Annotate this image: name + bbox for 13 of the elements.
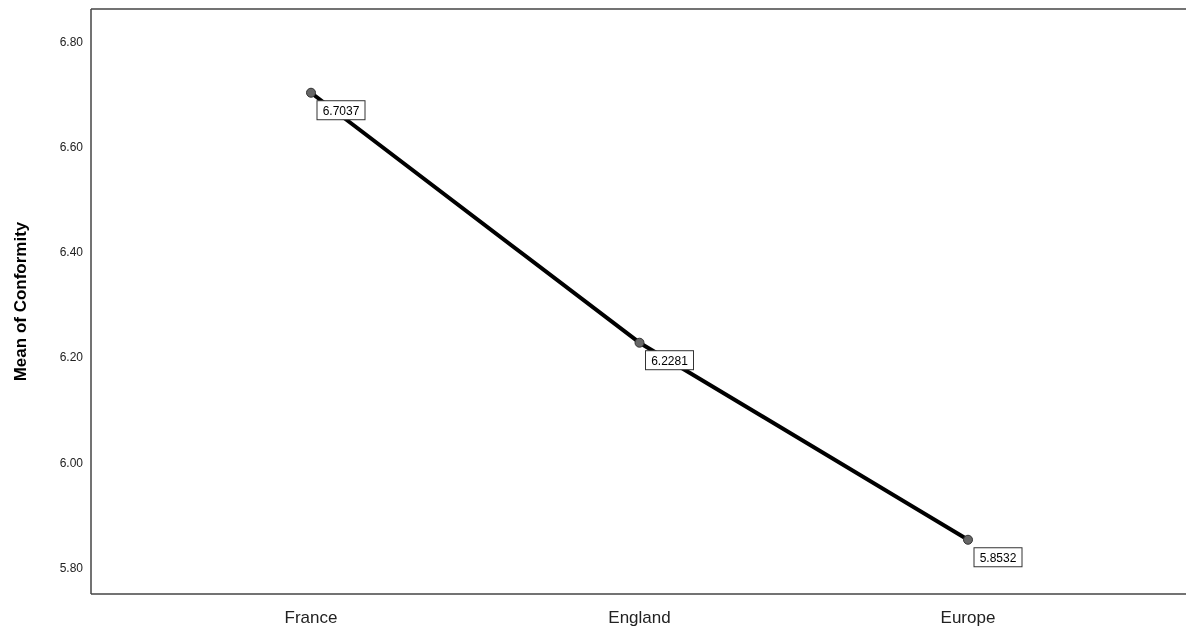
x-tick-label: Europe (940, 608, 996, 627)
y-tick-label: 6.40 (59, 245, 84, 260)
data-label: 5.8532 (979, 550, 1017, 565)
y-tick-label: 6.00 (59, 455, 84, 470)
data-label: 6.2281 (651, 353, 689, 368)
y-axis-title: Mean of Conformity (11, 221, 30, 382)
y-tick-label: 6.60 (59, 140, 84, 155)
y-tick-label: 6.20 (59, 350, 84, 365)
y-tick-label: 5.80 (59, 560, 84, 575)
y-tick-label: 6.80 (59, 35, 84, 50)
x-tick-label: France (284, 608, 338, 627)
data-label: 6.7037 (322, 103, 360, 118)
x-tick-label: England (608, 608, 671, 627)
